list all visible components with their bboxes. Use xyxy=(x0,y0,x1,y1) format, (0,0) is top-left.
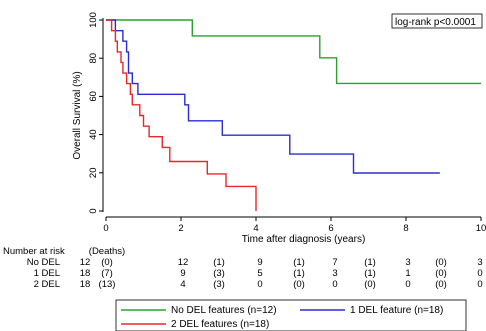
x-tick-label-2: 2 xyxy=(178,223,183,234)
annotation-box xyxy=(391,13,483,29)
risk-cell: (1) xyxy=(364,268,376,279)
x-tick-label-6: 6 xyxy=(328,223,333,234)
legend-box xyxy=(115,299,467,331)
risk-cell: (1) xyxy=(293,268,305,279)
series-line-3 xyxy=(106,19,257,211)
x-tick-label-4: 4 xyxy=(253,223,258,234)
legend: No DEL features (n=12) 1 DEL feature (n=1… xyxy=(115,299,467,331)
risk-cell: (0) xyxy=(435,257,447,268)
risk-cell: 9 xyxy=(180,268,185,279)
risk-cell: (7) xyxy=(101,268,113,279)
risk-cell: (0) xyxy=(435,268,447,279)
risk-row-label-3: 2 DEL xyxy=(34,279,60,290)
risk-cell: (3) xyxy=(213,268,225,279)
y-tick-label-20: 20 xyxy=(88,168,99,179)
x-tick-label-10: 10 xyxy=(476,223,486,234)
y-tick-label-80: 80 xyxy=(88,53,99,64)
y-tick-label-0: 0 xyxy=(88,208,99,213)
risk-cell: (1) xyxy=(364,257,376,268)
y-tick-label-40: 40 xyxy=(88,129,99,140)
risk-table: Number at risk (Deaths) No DEL 12 (0) 12 (1) 9 (… xyxy=(3,246,483,290)
risk-cell: 18 xyxy=(80,268,91,279)
risk-cell: (0) xyxy=(364,279,376,290)
risk-cell: 9 xyxy=(257,257,262,268)
risk-cell: (0) xyxy=(435,279,447,290)
risk-cell: 18 xyxy=(80,279,91,290)
risk-cell: 3 xyxy=(332,268,337,279)
risk-cell: (0) xyxy=(101,257,113,268)
risk-table-deaths-header: (Deaths) xyxy=(89,246,125,257)
risk-cell: 1 xyxy=(405,268,410,279)
legend-label-2: 1 DEL feature (n=18) xyxy=(350,305,443,316)
risk-cell: (3) xyxy=(213,279,225,290)
risk-table-header: Number at risk xyxy=(3,246,65,257)
risk-cell: 0 xyxy=(477,279,482,290)
plot-area: 0 20 40 60 80 100 0 2 4 6 8 10 Time after diagnosis … xyxy=(72,12,486,245)
risk-cell: (1) xyxy=(293,257,305,268)
legend-label-3: 2 DEL features (n=18) xyxy=(171,319,269,330)
risk-cell: 12 xyxy=(80,257,91,268)
x-tick-label-0: 0 xyxy=(103,223,108,234)
series-line-2 xyxy=(106,19,440,174)
risk-cell: 3 xyxy=(477,257,482,268)
risk-cell: 3 xyxy=(405,257,410,268)
risk-cell: 0 xyxy=(332,279,337,290)
risk-row-label-2: 1 DEL xyxy=(34,268,60,279)
x-axis-title: Time after diagnosis (years) xyxy=(242,234,366,245)
risk-cell: (1) xyxy=(213,257,225,268)
risk-cell: 5 xyxy=(257,268,262,279)
series-line-1 xyxy=(106,19,481,85)
risk-cell: (13) xyxy=(99,279,116,290)
legend-label-1: No DEL features (n=12) xyxy=(171,305,277,316)
risk-cell: (0) xyxy=(293,279,305,290)
y-tick-label-60: 60 xyxy=(88,91,99,102)
risk-cell: 4 xyxy=(180,279,185,290)
risk-cell: 0 xyxy=(405,279,410,290)
risk-row-label-1: No DEL xyxy=(27,257,60,268)
y-axis-title: Overall Survival (%) xyxy=(72,71,83,159)
risk-cell: 12 xyxy=(178,257,189,268)
risk-cell: 0 xyxy=(257,279,262,290)
x-tick-label-8: 8 xyxy=(403,223,408,234)
annotation-text: log-rank p<0.0001 xyxy=(395,17,476,28)
risk-cell: 7 xyxy=(332,257,337,268)
risk-cell: 0 xyxy=(477,268,482,279)
y-tick-label-100: 100 xyxy=(88,12,99,28)
